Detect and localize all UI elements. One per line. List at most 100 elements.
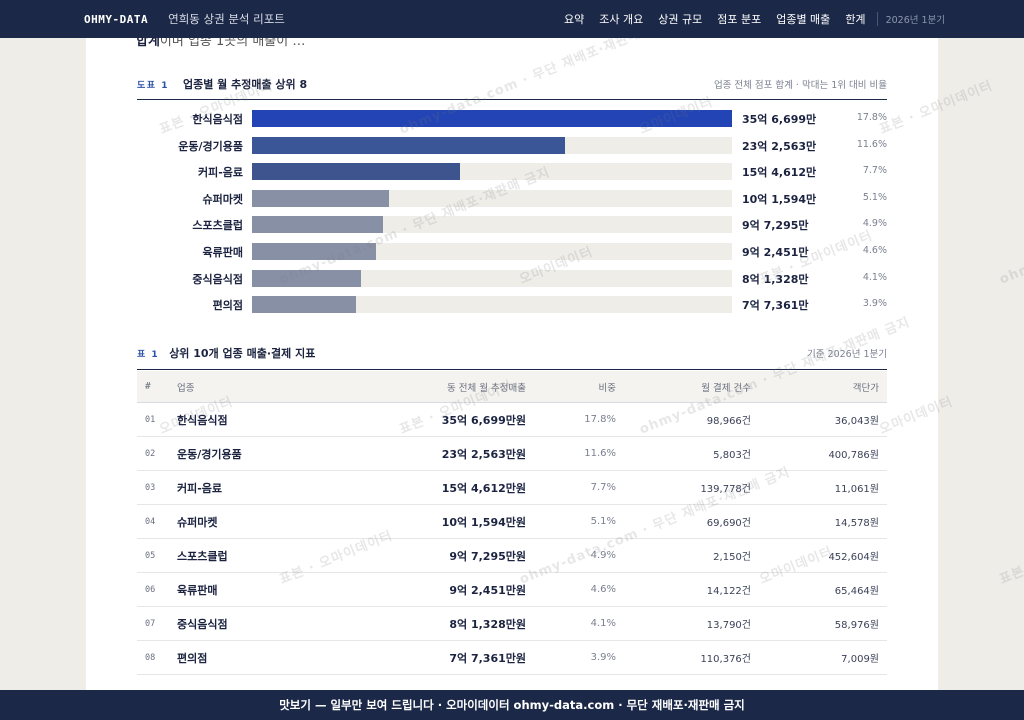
- cell-monthly-sales: 7억 7,361만원: [449, 651, 526, 665]
- figure-note: 업종 전체 점포 합계 · 막대는 1위 대비 비율: [713, 80, 887, 91]
- bar-share-label: 4.6%: [862, 245, 887, 256]
- cell-avg-ticket: 400,786원: [828, 450, 879, 461]
- table-label: 표 1: [137, 350, 160, 360]
- figure-title: 업종별 월 추정매출 상위 8: [182, 78, 308, 91]
- table-title: 상위 10개 업종 매출·결제 지표: [169, 347, 316, 360]
- bar: [252, 163, 461, 181]
- brand-logo[interactable]: OHMY-DATA: [84, 12, 149, 26]
- cell-share: 17.8%: [584, 414, 616, 425]
- th-share: 비중: [598, 382, 616, 394]
- cell-share: 7.7%: [590, 482, 616, 493]
- top-nav: OHMY-DATA 연희동 상권 분석 리포트 요약 조사 개요 상권 규모 점…: [0, 0, 1024, 38]
- cell-payment-count: 69,690건: [706, 518, 751, 529]
- cell-index: 06: [145, 584, 156, 595]
- cell-monthly-sales: 9억 2,451만원: [449, 583, 526, 597]
- report-title: 연희동 상권 분석 리포트: [168, 12, 285, 26]
- nav-link-sales-by-industry[interactable]: 업종별 매출: [776, 13, 831, 26]
- bar-label: 육류판매: [202, 246, 243, 259]
- bar-share-label: 7.7%: [862, 165, 887, 177]
- industry-table: # 업종 동 전체 월 추정매출 비중 월 결제 건수 객단가 01 한식음식점 3…: [137, 371, 887, 675]
- table-row: 08 편의점 7억 7,361만원 3.9% 110,376건 7,009원: [137, 641, 887, 675]
- figure-label: 도표 1: [137, 81, 169, 91]
- cell-payment-count: 5,803건: [713, 450, 751, 461]
- th-monthly-sales: 동 전체 월 추정매출: [447, 382, 526, 394]
- cell-monthly-sales: 9억 7,295만원: [449, 549, 526, 563]
- bar-share-label: 11.6%: [856, 138, 887, 150]
- bar-label: 슈퍼마켓: [202, 192, 243, 206]
- table-row: 03 커피-음료 15억 4,612만원 7.7% 139,778건 11,061원: [137, 471, 887, 505]
- bar: [252, 296, 357, 314]
- cell-payment-count: 110,376건: [700, 654, 751, 665]
- cell-industry: 커피-음료: [177, 481, 223, 495]
- bar: [252, 216, 383, 234]
- table-head-row: # 업종 동 전체 월 추정매출 비중 월 결제 건수 객단가: [137, 371, 887, 403]
- bar-track: [252, 269, 732, 287]
- bar-value-label: 10억 1,594만: [742, 192, 817, 206]
- cell-payment-count: 98,966건: [706, 416, 751, 427]
- table-row: 04 슈퍼마켓 10억 1,594만원 5.1% 69,690건 14,578원: [137, 505, 887, 539]
- nav-link-summary[interactable]: 요약: [564, 13, 585, 26]
- bar-share-label: 4.1%: [862, 271, 887, 283]
- nav-link-market-size[interactable]: 상권 규모: [658, 13, 703, 26]
- bar-share-label: 17.8%: [856, 112, 887, 123]
- figure-rule: [137, 99, 887, 100]
- nav-link-overview[interactable]: 조사 개요: [599, 13, 644, 26]
- bar-value-label: 23억 2,563만: [742, 139, 817, 153]
- cell-payment-count: 139,778건: [700, 484, 751, 495]
- bar-label: 한식음식점: [192, 113, 243, 126]
- bar-share-label: 4.9%: [862, 218, 887, 230]
- cell-index: 02: [145, 448, 156, 459]
- bar-share-label: 3.9%: [862, 298, 887, 310]
- watermark-text: 표본 · 오마이데이터: [997, 529, 1024, 588]
- cell-share: 5.1%: [590, 516, 616, 527]
- cell-industry: 한식음식점: [177, 413, 228, 427]
- preview-banner: 맛보기 — 일부만 보여 드립니다 · 오마이데이터 ohmy-data.com…: [0, 690, 1024, 720]
- bar-value-label: 35억 6,699만: [742, 113, 817, 126]
- cell-payment-count: 14,122건: [706, 586, 751, 597]
- table-note: 기준 2026년 1분기: [807, 349, 887, 360]
- cell-avg-ticket: 7,009원: [841, 654, 879, 665]
- cell-monthly-sales: 35억 6,699만원: [441, 413, 526, 427]
- th-payment-count: 월 결제 건수: [701, 382, 751, 394]
- cell-industry: 운동/경기용품: [177, 447, 242, 461]
- report-sheet: 합계이며 업종 1곳의 매출이 … 도표 1 업종별 월 추정매출 상위 8 업…: [86, 38, 938, 690]
- cell-share: 4.6%: [590, 584, 616, 595]
- cell-monthly-sales: 8억 1,328만원: [449, 617, 526, 631]
- cell-index: 01: [145, 414, 156, 425]
- cell-index: 03: [145, 482, 156, 493]
- bar: [252, 269, 362, 287]
- cell-index: 08: [145, 652, 156, 663]
- bar-share-label: 5.1%: [862, 191, 887, 203]
- table-row: 06 육류판매 9억 2,451만원 4.6% 14,122건 65,464원: [137, 573, 887, 607]
- bar-value-label: 9억 7,295만: [742, 219, 809, 233]
- cell-payment-count: 13,790건: [706, 620, 751, 631]
- bar-label: 운동/경기용품: [178, 139, 243, 153]
- bar-label: 스포츠클럽: [192, 219, 243, 233]
- cell-share: 3.9%: [590, 652, 616, 663]
- cell-avg-ticket: 452,604원: [828, 552, 879, 563]
- table-body: 01 한식음식점 35억 6,699만원 17.8% 98,966건 36,043원 02 운…: [137, 403, 887, 675]
- cell-index: 07: [145, 618, 156, 629]
- cell-avg-ticket: 58,976원: [834, 620, 879, 631]
- cell-payment-count: 2,150건: [713, 552, 751, 563]
- cell-industry: 스포츠클럽: [177, 549, 228, 563]
- watermark-text: ohmy-data.com · 무단 재배포·재판매 금지: [997, 165, 1024, 288]
- cell-share: 4.1%: [590, 618, 616, 629]
- nav-link-store-distribution[interactable]: 점포 분포: [717, 13, 762, 26]
- cell-monthly-sales: 10억 1,594만원: [441, 515, 526, 529]
- cell-avg-ticket: 11,061원: [834, 484, 879, 495]
- table-row: 07 중식음식점 8억 1,328만원 4.1% 13,790건 58,976원: [137, 607, 887, 641]
- bar: [252, 189, 389, 207]
- cell-avg-ticket: 14,578원: [834, 518, 879, 529]
- nav-period: 2026년 1분기: [885, 15, 946, 26]
- cell-avg-ticket: 36,043원: [834, 416, 879, 427]
- th-index: #: [145, 381, 151, 392]
- cell-industry: 편의점: [177, 651, 208, 665]
- figure-header: 도표 1 업종별 월 추정매출 상위 8 업종 전체 점포 합계 · 막대는 1…: [137, 76, 887, 94]
- table-row: 01 한식음식점 35억 6,699만원 17.8% 98,966건 36,043원: [137, 403, 887, 437]
- cell-index: 05: [145, 550, 156, 561]
- cell-industry: 육류판매: [177, 583, 218, 597]
- nav-link-limitations[interactable]: 한계: [845, 13, 866, 26]
- table-row: 05 스포츠클럽 9억 7,295만원 4.9% 2,150건 452,604원: [137, 539, 887, 573]
- cell-industry: 슈퍼마켓: [177, 515, 218, 529]
